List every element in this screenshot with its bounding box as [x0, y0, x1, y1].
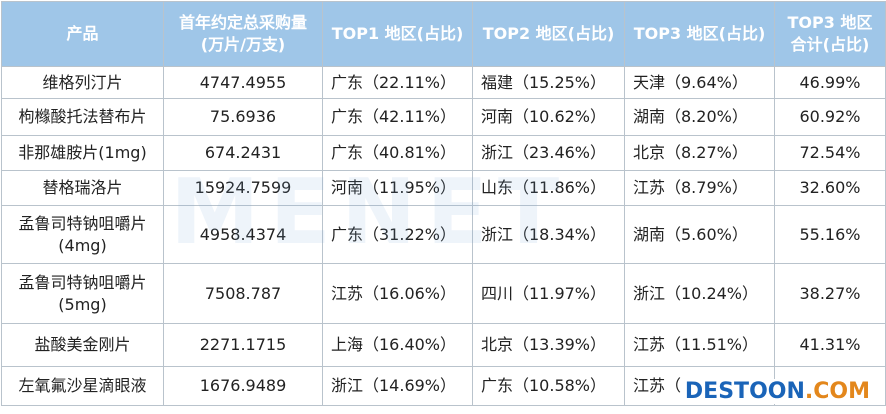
table-cell: 江苏（8.79%） [624, 170, 775, 206]
header-cell: TOP3 地区(占比) [624, 1, 775, 67]
header-line: 产品 [66, 24, 99, 43]
table-cell: 75.6936 [163, 98, 323, 136]
table-cell: 广东（10.58%） [472, 366, 625, 406]
table-cell: 枸橼酸托法替布片 [1, 98, 164, 136]
table-cell: 41.31% [774, 323, 886, 367]
table-cell: 浙江（14.69%） [322, 366, 473, 406]
table-cell: 浙江（18.34%） [472, 205, 625, 264]
table-cell: 北京（13.39%） [472, 323, 625, 367]
table-cell: 左氧氟沙星滴眼液 [1, 366, 164, 406]
header-cell: TOP3 地区 合计(占比) [774, 1, 886, 67]
table-row: 孟鲁司特钠咀嚼片(5mg) 7508.787 江苏（16.06%） 四川（11.97%… [1, 263, 886, 324]
header-cell: 首年约定总采购量 (万片/万支) [163, 1, 323, 67]
table-cell: 江苏（16.06%） [322, 263, 473, 324]
logo-brand: DESTOON [684, 379, 805, 404]
table-row: 孟鲁司特钠咀嚼片(4mg) 4958.4374 广东（31.22%） 浙江（18.34… [1, 205, 886, 264]
table-cell: 北京（8.27%） [624, 135, 775, 171]
table-row: 左氧氟沙星滴眼液 1676.9489 浙江（14.69%） 广东（10.58%） 江苏（… [1, 366, 886, 406]
table-cell: 32.60% [774, 170, 886, 206]
header-cell: TOP1 地区(占比) [322, 1, 473, 67]
table-cell: 河南（10.62%） [472, 98, 625, 136]
table-cell: 福建（15.25%） [472, 66, 625, 99]
table-row: 枸橼酸托法替布片 75.6936 广东（42.11%） 河南（10.62%） 湖南（8.… [1, 98, 886, 136]
header-line: TOP3 地区(占比) [633, 24, 766, 43]
table-cell: 浙江（10.24%） [624, 263, 775, 324]
table-cell: 55.16% [774, 205, 886, 264]
table-cell: 广东（31.22%） [322, 205, 473, 264]
table-cell: 山东（11.86%） [472, 170, 625, 206]
table-cell: 湖南（5.60%） [624, 205, 775, 264]
table-cell: 江苏（11.51%） [624, 323, 775, 367]
table-cell: 60.92% [774, 98, 886, 136]
table-row: 盐酸美金刚片 2271.1715 上海（16.40%） 北京（13.39%） 江苏（11… [1, 323, 886, 367]
table-cell: 湖南（8.20%） [624, 98, 775, 136]
table-cell: 非那雄胺片(1mg) [1, 135, 164, 171]
header-line: TOP3 地区 [787, 13, 873, 32]
table-row: 维格列汀片 4747.4955 广东（22.11%） 福建（15.25%） 天津（9.6… [1, 66, 886, 99]
table-cell: 72.54% [774, 135, 886, 171]
header-line: TOP1 地区(占比) [331, 24, 464, 43]
table-cell: 7508.787 [163, 263, 323, 324]
table-cell: 广东（42.11%） [322, 98, 473, 136]
header-line: TOP2 地区(占比) [482, 24, 615, 43]
table-cell: 天津（9.64%） [624, 66, 775, 99]
table-row: 替格瑞洛片 15924.7599 河南（11.95%） 山东（11.86%） 江苏（8.… [1, 170, 886, 206]
table-cell: 孟鲁司特钠咀嚼片(4mg) [1, 205, 164, 264]
logo: DESTOON.COM [680, 379, 874, 404]
table-row: 非那雄胺片(1mg) 674.2431 广东（40.81%） 浙江（23.46%） 北京… [1, 135, 886, 171]
table-cell: 上海（16.40%） [322, 323, 473, 367]
table-cell: 38.27% [774, 263, 886, 324]
table-cell: 维格列汀片 [1, 66, 164, 99]
table-cell: 4958.4374 [163, 205, 323, 264]
table-cell: 四川（11.97%） [472, 263, 625, 324]
header-row: 产品 首年约定总采购量 (万片/万支) TOP1 地区(占比) TOP2 地区(占比) T… [1, 1, 886, 67]
header-line: (万片/万支) [200, 35, 286, 54]
table-cell: 2271.1715 [163, 323, 323, 367]
header-line: 首年约定总采购量 [178, 13, 307, 32]
logo-suffix: .COM [804, 379, 870, 404]
table-cell: 4747.4955 [163, 66, 323, 99]
header-line: 合计(占比) [790, 35, 870, 54]
table-cell: 孟鲁司特钠咀嚼片(5mg) [1, 263, 164, 324]
table-cell: 15924.7599 [163, 170, 323, 206]
header-cell: TOP2 地区(占比) [472, 1, 625, 67]
table-cell: 广东（40.81%） [322, 135, 473, 171]
table-cell: 河南（11.95%） [322, 170, 473, 206]
header-cell: 产品 [1, 1, 164, 67]
data-table: 产品 首年约定总采购量 (万片/万支) TOP1 地区(占比) TOP2 地区(占比) T… [1, 1, 886, 406]
table-body: 维格列汀片 4747.4955 广东（22.11%） 福建（15.25%） 天津（9.6… [1, 66, 886, 406]
table-cell: 广东（22.11%） [322, 66, 473, 99]
table-cell: 46.99% [774, 66, 886, 99]
table-cell: 1676.9489 [163, 366, 323, 406]
table-cell: 盐酸美金刚片 [1, 323, 164, 367]
table-cell: 浙江（23.46%） [472, 135, 625, 171]
table-cell: 替格瑞洛片 [1, 170, 164, 206]
table-cell: 674.2431 [163, 135, 323, 171]
